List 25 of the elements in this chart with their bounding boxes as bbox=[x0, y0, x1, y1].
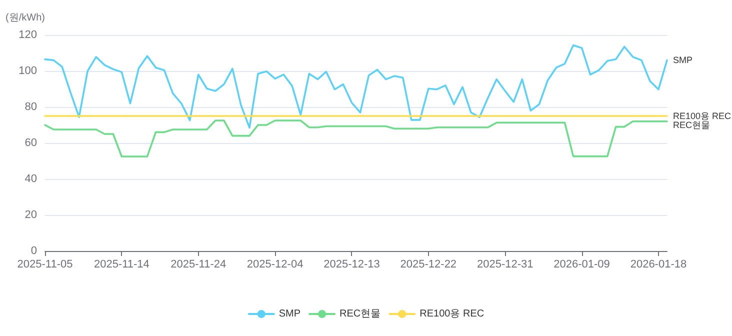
legend-label: RE100용 REC bbox=[420, 308, 484, 320]
legend-label: SMP bbox=[278, 308, 301, 320]
x-tick-label: 2025-11-14 bbox=[94, 258, 150, 270]
x-tick-label: 2026-01-09 bbox=[554, 258, 610, 270]
text: REC현물 bbox=[673, 120, 710, 130]
x-tick-label: 2025-11-05 bbox=[17, 258, 73, 270]
y-tick-label: 40 bbox=[24, 173, 37, 185]
y-tick-label: 100 bbox=[18, 65, 37, 77]
line-series bbox=[44, 120, 668, 158]
y-tick-label: 120 bbox=[18, 29, 37, 41]
y-tick-label: 20 bbox=[24, 209, 37, 221]
y-tick-label: 80 bbox=[24, 101, 37, 113]
x-tick-label: 2026-01-18 bbox=[630, 258, 687, 270]
y-tick-label: 0 bbox=[30, 245, 37, 257]
text: SMP bbox=[673, 55, 693, 66]
y-tick-label: 60 bbox=[24, 137, 37, 149]
text: RE100용 REC bbox=[673, 111, 732, 121]
legend-label: REC현물 bbox=[340, 308, 381, 320]
x-tick-label: 2025-11-24 bbox=[170, 258, 226, 270]
x-tick-label: 2025-12-22 bbox=[400, 258, 457, 270]
x-tick-label: 2025-12-31 bbox=[476, 258, 534, 270]
x-tick-label: 2025-12-04 bbox=[246, 258, 304, 270]
x-tick-label: 2025-12-13 bbox=[324, 258, 380, 270]
y-axis-title: (원/kWh) bbox=[6, 12, 45, 24]
line-series bbox=[44, 44, 668, 129]
